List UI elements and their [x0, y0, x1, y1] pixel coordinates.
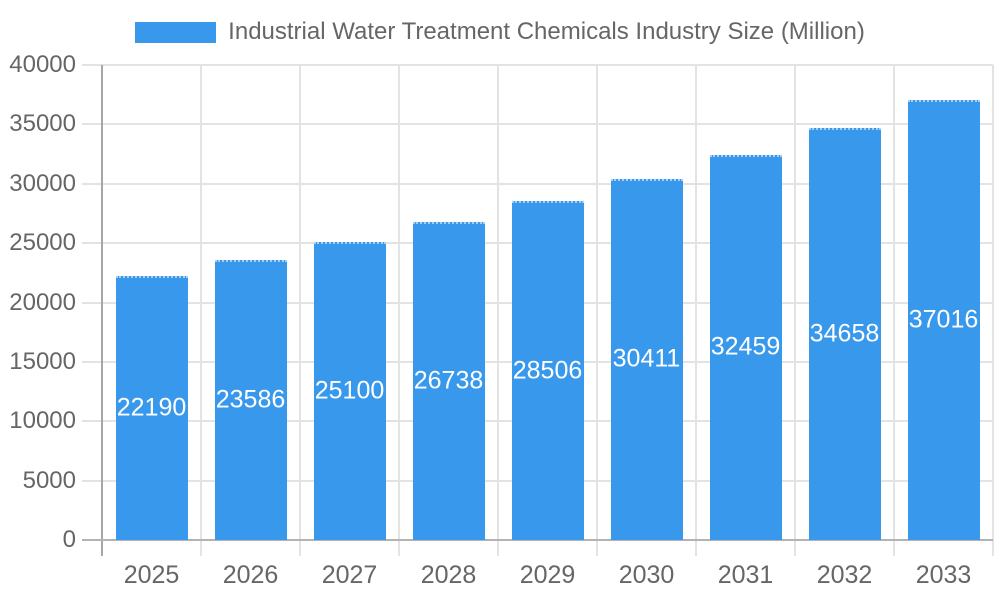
bar-value-label: 28506 — [512, 356, 583, 385]
legend-swatch — [135, 21, 217, 43]
x-tick-label: 2030 — [618, 561, 675, 589]
x-tick-label: 2025 — [123, 561, 180, 589]
bar-value-label: 32459 — [710, 332, 781, 361]
v-gridline — [794, 65, 796, 540]
x-tick — [794, 540, 796, 556]
v-gridline — [695, 65, 697, 540]
y-tick — [82, 479, 102, 482]
y-tick-label: 15000 — [9, 347, 76, 375]
y-tick-label: 35000 — [9, 110, 76, 138]
h-gridline — [102, 64, 993, 66]
y-tick-label: 40000 — [9, 51, 76, 78]
x-tick — [497, 540, 499, 556]
h-gridline — [102, 182, 993, 185]
y-tick-label: 10000 — [9, 407, 76, 435]
bar — [610, 178, 683, 540]
y-axis-line — [101, 65, 103, 556]
v-gridline — [398, 65, 400, 540]
bar-value-label: 25100 — [314, 376, 385, 405]
v-gridline — [200, 65, 202, 540]
y-tick — [82, 360, 102, 363]
bar-value-label: 22190 — [116, 393, 187, 422]
y-tick — [82, 182, 102, 185]
bar — [907, 100, 980, 540]
x-tick — [695, 540, 697, 556]
y-tick-label: 25000 — [9, 229, 76, 257]
v-gridline — [992, 65, 994, 540]
bar-value-label: 26738 — [413, 366, 484, 395]
x-tick — [596, 540, 598, 556]
v-gridline — [299, 65, 301, 540]
v-gridline — [497, 65, 499, 540]
bar-value-label: 30411 — [612, 344, 681, 373]
bar-value-label: 23586 — [215, 385, 286, 414]
y-tick — [82, 301, 102, 304]
x-tick — [200, 540, 202, 556]
legend-item[interactable]: Industrial Water Treatment Chemicals Ind… — [135, 18, 865, 46]
x-tick — [992, 540, 994, 556]
x-tick — [299, 540, 301, 556]
v-gridline — [596, 65, 598, 540]
y-tick-label: 0 — [62, 526, 76, 553]
y-tick — [82, 242, 102, 245]
y-tick-label: 30000 — [9, 169, 76, 197]
legend-label: Industrial Water Treatment Chemicals Ind… — [228, 18, 865, 45]
x-tick-label: 2033 — [915, 561, 972, 589]
y-tick — [82, 420, 102, 423]
bar — [808, 128, 881, 540]
bar — [412, 222, 485, 540]
x-tick — [398, 540, 400, 556]
x-tick — [893, 540, 895, 556]
bar — [115, 276, 188, 540]
x-tick-label: 2026 — [222, 561, 279, 589]
bar — [511, 201, 584, 540]
bar-value-label: 37016 — [908, 305, 979, 334]
x-tick-label: 2027 — [321, 561, 378, 589]
bar — [313, 241, 386, 540]
h-gridline — [102, 123, 993, 126]
x-axis-line — [82, 539, 993, 541]
bar-value-label: 34658 — [809, 319, 880, 348]
y-tick-label: 20000 — [9, 288, 76, 316]
x-tick-label: 2031 — [717, 561, 774, 589]
y-tick-label: 5000 — [22, 466, 76, 494]
legend: Industrial Water Treatment Chemicals Ind… — [0, 18, 1000, 46]
y-tick — [82, 123, 102, 126]
bar — [214, 259, 287, 540]
x-tick-label: 2029 — [519, 561, 576, 589]
bar — [709, 154, 782, 540]
y-tick — [82, 64, 102, 66]
x-tick-label: 2028 — [420, 561, 477, 589]
x-tick-label: 2032 — [816, 561, 873, 589]
v-gridline — [893, 65, 895, 540]
